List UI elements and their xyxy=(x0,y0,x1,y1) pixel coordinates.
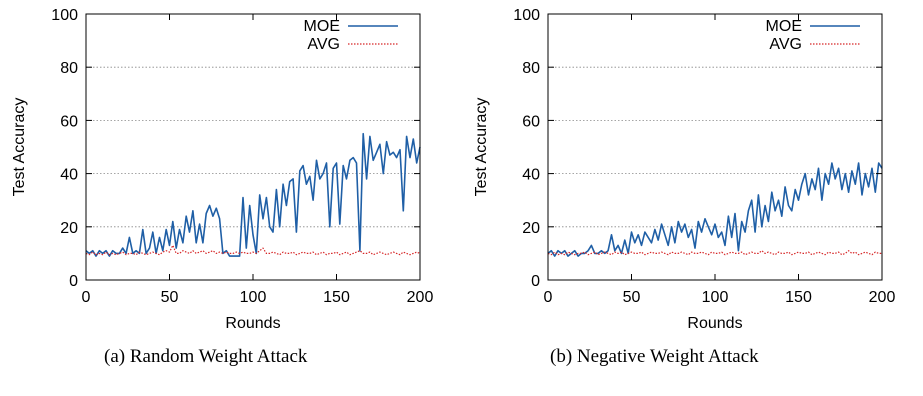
y-tick-label: 80 xyxy=(522,60,540,77)
y-tick-label: 60 xyxy=(60,113,78,130)
x-tick-label: 50 xyxy=(623,289,641,306)
y-tick-label: 20 xyxy=(60,220,78,237)
plot-frame xyxy=(547,13,883,281)
caption-a: (a) Random Weight Attack xyxy=(104,346,308,367)
x-tick-label: 150 xyxy=(323,289,350,306)
y-tick-label: 40 xyxy=(522,167,540,184)
series-line-moe xyxy=(547,162,883,257)
chart-b: 0 20 40 60 80 100 0 50 100 150 200 Rounds Test Accur… xyxy=(473,7,896,332)
x-tick-label: 200 xyxy=(869,289,896,306)
y-tick-label: 0 xyxy=(531,273,540,290)
y-tick-label: 60 xyxy=(522,113,540,130)
y-axis-label: Test Accuracy xyxy=(473,98,490,197)
y-tick-label: 100 xyxy=(51,7,78,24)
plot-frame xyxy=(85,13,421,281)
series-line-moe xyxy=(85,132,421,257)
y-tick-label: 100 xyxy=(513,7,540,24)
series-line-avg xyxy=(85,244,421,256)
legend-label-avg: AVG xyxy=(769,36,802,53)
y-axis-label: Test Accuracy xyxy=(11,98,28,197)
x-tick-label: 0 xyxy=(82,289,91,306)
x-tick-label: 0 xyxy=(544,289,553,306)
x-tick-label: 200 xyxy=(407,289,434,306)
chart-panel-a: 0 20 40 60 80 100 0 50 100 150 200 Rounds Test Accur… xyxy=(0,0,461,396)
legend-label-moe: MOE xyxy=(304,18,340,35)
x-tick-label: 150 xyxy=(785,289,812,306)
x-axis-label: Rounds xyxy=(225,315,280,332)
x-axis-label: Rounds xyxy=(687,315,742,332)
y-tick-label: 20 xyxy=(522,220,540,237)
x-tick-label: 100 xyxy=(240,289,267,306)
caption-b: (b) Negative Weight Attack xyxy=(550,346,759,367)
x-tick-label: 50 xyxy=(161,289,179,306)
y-tick-label: 80 xyxy=(60,60,78,77)
y-tick-label: 40 xyxy=(60,167,78,184)
x-tick-label: 100 xyxy=(702,289,729,306)
legend-label-avg: AVG xyxy=(307,36,340,53)
y-tick-label: 0 xyxy=(69,273,78,290)
legend-label-moe: MOE xyxy=(766,18,802,35)
chart-panel-b: 0 20 40 60 80 100 0 50 100 150 200 Rounds Test Accur… xyxy=(462,0,923,396)
chart-a: 0 20 40 60 80 100 0 50 100 150 200 Rounds Test Accur… xyxy=(11,7,434,332)
